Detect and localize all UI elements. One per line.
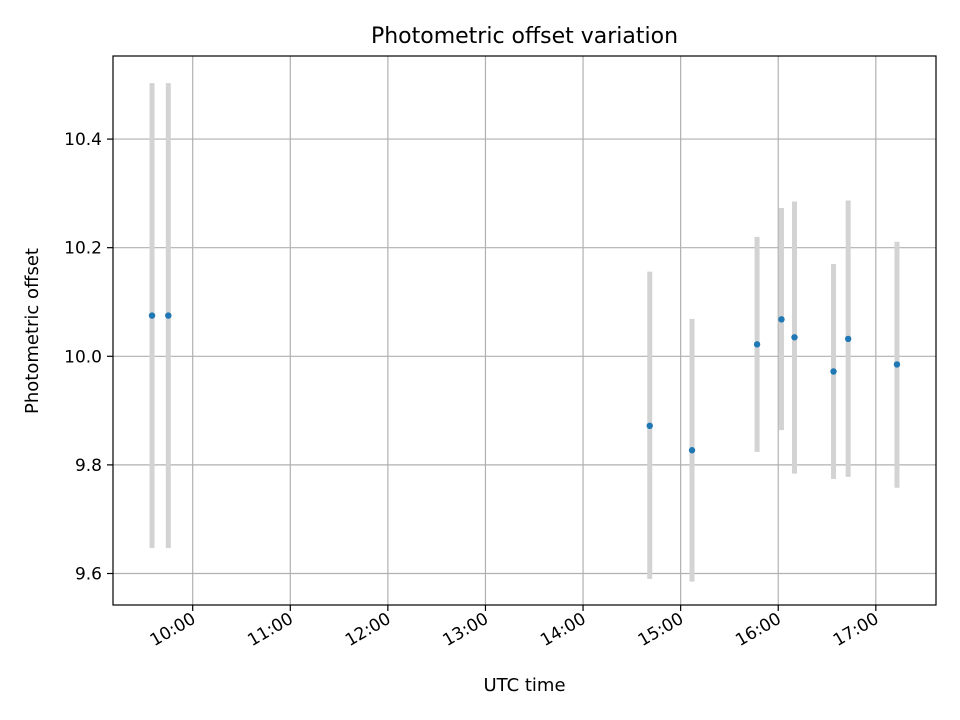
y-tick-label: 10.4 — [64, 130, 102, 150]
y-tick-label: 9.6 — [75, 565, 102, 585]
y-axis-ticks: 9.6 9.8 10.0 10.2 10.4 — [64, 130, 113, 585]
y-axis-label: Photometric offset — [22, 248, 43, 414]
x-axis-label: UTC time — [483, 675, 565, 696]
grid — [113, 56, 936, 605]
data-point — [844, 335, 852, 343]
data-point — [165, 312, 172, 319]
data-point — [688, 447, 696, 454]
chart-title: Photometric offset variation — [371, 24, 678, 49]
plot-frame — [112, 55, 937, 606]
data-point — [148, 312, 156, 319]
data-points — [148, 312, 901, 454]
data-point — [830, 368, 837, 375]
y-tick-label: 10.0 — [64, 347, 102, 367]
y-tick-label: 10.2 — [64, 239, 102, 259]
data-point — [791, 334, 798, 341]
data-point — [893, 361, 901, 368]
data-point — [778, 316, 785, 323]
data-point — [646, 422, 653, 430]
y-tick-label: 9.8 — [75, 456, 102, 476]
data-point — [753, 341, 761, 348]
